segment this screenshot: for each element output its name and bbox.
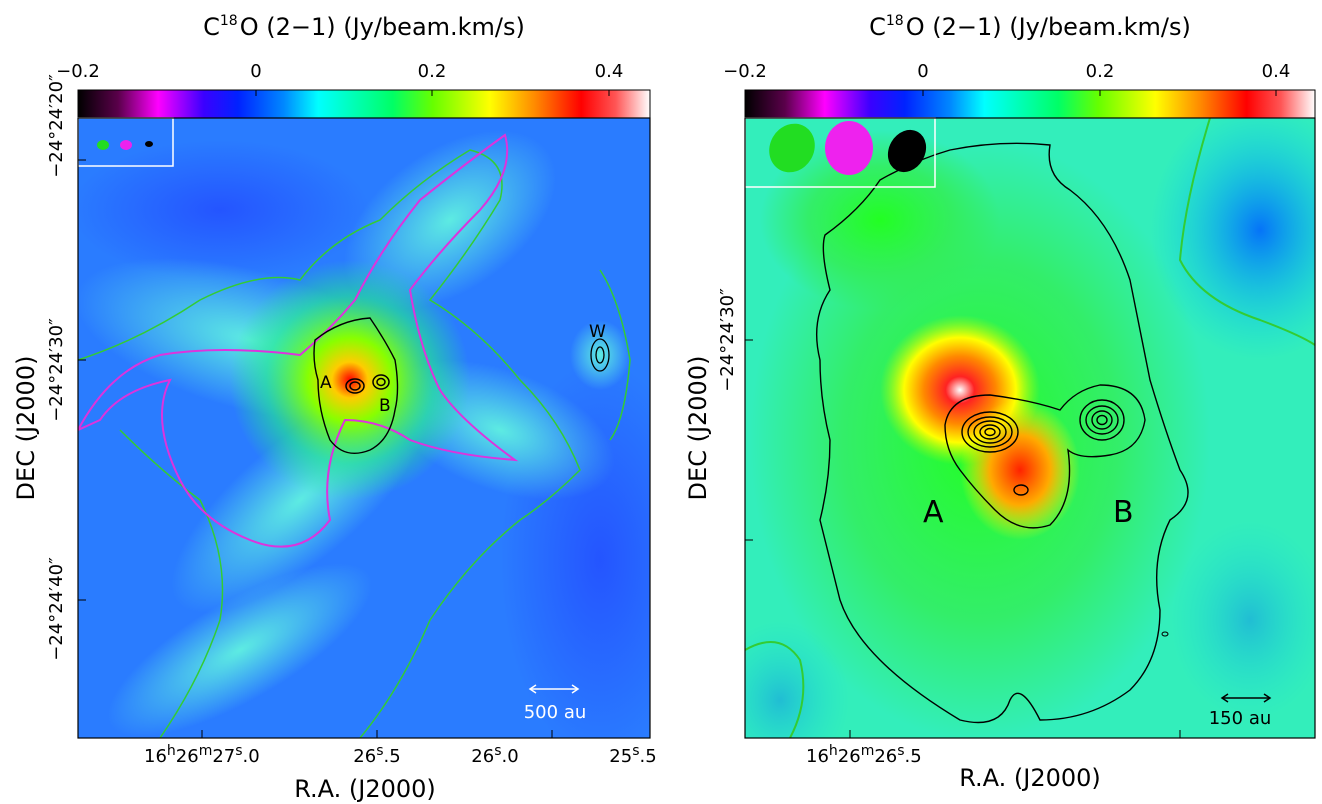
left-ra-ticklabels: 16h26m27s.0 26s.5 26s.0 25s.5 <box>144 743 657 767</box>
right-panel: C18O (2−1) (Jy/beam.km/s) −0.2 0 0.2 0.4 <box>684 13 1316 792</box>
right-dec-tick-label: −24°24′30″ <box>717 288 738 392</box>
left-green-contour <box>119 429 224 738</box>
right-cbar-tick-label: 0 <box>917 61 928 82</box>
left-source-b-contour <box>372 374 390 390</box>
right-small-contour <box>1013 484 1029 496</box>
left-title: C18O (2−1) (Jy/beam.km/s) <box>203 13 525 41</box>
right-dec-ticklabels: −24°24′30″ <box>717 288 738 392</box>
left-cbar-tick-label: 0.4 <box>595 61 624 82</box>
left-colorbar-ticks <box>255 90 610 96</box>
right-ra-tick-label: 16h26m26s.5 <box>806 743 922 767</box>
left-dec-ticklabels: −24°24′20″ −24°24′30″ −24°24′40″ <box>46 74 67 661</box>
right-beam-box <box>744 117 936 188</box>
right-beam-green <box>769 123 815 173</box>
right-source-a-contour <box>967 416 1013 448</box>
right-label-b: B <box>1113 495 1134 530</box>
right-green-contour <box>745 641 805 738</box>
right-contours <box>745 118 1315 738</box>
left-source-w-contour <box>595 346 605 364</box>
left-magenta-contour <box>78 133 519 548</box>
right-colorbar <box>744 89 1316 119</box>
left-green-contour <box>599 269 631 441</box>
left-scalebar <box>528 684 580 694</box>
right-image <box>745 118 1315 738</box>
left-green-contour <box>78 149 581 738</box>
left-black-contour <box>313 317 399 454</box>
right-cbar-tick-label: −0.2 <box>723 61 767 82</box>
left-label-a: A <box>320 373 332 393</box>
left-colorbar <box>77 89 651 119</box>
left-source-a-contour <box>345 378 365 394</box>
left-colorbar-labels: −0.2 0 0.2 0.4 <box>56 61 623 82</box>
right-frame <box>744 117 1316 739</box>
right-colorbar-ticks <box>922 90 1277 96</box>
right-scalebar <box>1220 693 1272 703</box>
right-scalebar-label: 150 au <box>1209 708 1272 729</box>
left-axis-ticks <box>78 159 553 738</box>
left-ra-tick-label: 25s.5 <box>609 743 656 767</box>
right-colorbar-labels: −0.2 0 0.2 0.4 <box>723 61 1290 82</box>
left-ylabel: DEC (J2000) <box>12 356 40 501</box>
left-dec-tick-label: −24°24′40″ <box>46 557 67 661</box>
right-beam-magenta <box>825 121 873 175</box>
left-xlabel: R.A. (J2000) <box>294 775 436 803</box>
right-small-contour <box>1161 631 1169 637</box>
left-ra-tick-label: 26s.0 <box>471 743 518 767</box>
right-source-b-contour <box>1079 399 1125 441</box>
left-image <box>78 118 650 738</box>
right-label-a: A <box>923 495 944 530</box>
right-green-contour <box>1178 118 1315 346</box>
left-label-w: W <box>589 322 606 342</box>
right-source-b-contour <box>1091 410 1113 430</box>
right-black-contour <box>944 384 1146 529</box>
left-source-b-contour <box>376 377 386 387</box>
right-ra-ticklabels: 16h26m26s.5 <box>806 743 922 767</box>
left-frame <box>77 117 651 739</box>
left-cbar-tick-label: 0.2 <box>418 61 447 82</box>
right-source-a-contour <box>984 427 996 437</box>
right-axis-ticks <box>745 339 1181 738</box>
right-cbar-tick-label: 0.2 <box>1086 61 1115 82</box>
left-contours <box>78 133 631 738</box>
left-cbar-tick-label: −0.2 <box>56 61 100 82</box>
right-beam-black <box>887 129 927 173</box>
left-scalebar-label: 500 au <box>524 702 587 723</box>
left-beam-magenta <box>120 140 132 150</box>
left-source-w-contour <box>590 338 610 372</box>
right-ylabel: DEC (J2000) <box>684 356 712 501</box>
right-xlabel: R.A. (J2000) <box>959 764 1101 792</box>
left-ra-tick-label: 16h26m27s.0 <box>144 743 260 767</box>
left-panel: C18O (2−1) (Jy/beam.km/s) −0.2 0 0.2 0.4 <box>12 13 657 803</box>
right-source-a-contour <box>973 420 1007 444</box>
left-dec-tick-label: −24°24′30″ <box>46 318 67 422</box>
left-beam-green <box>97 140 109 150</box>
right-source-b-contour <box>1085 405 1119 435</box>
left-dec-tick-label: −24°24′20″ <box>46 74 67 178</box>
right-black-contour <box>815 142 1189 724</box>
right-source-a-contour <box>961 411 1019 453</box>
left-ra-tick-label: 26s.5 <box>353 743 400 767</box>
left-cbar-tick-label: 0 <box>250 61 261 82</box>
right-source-b-contour <box>1096 414 1108 426</box>
right-title: C18O (2−1) (Jy/beam.km/s) <box>869 13 1191 41</box>
right-source-a-contour <box>979 424 1001 440</box>
right-cbar-tick-label: 0.4 <box>1262 61 1291 82</box>
left-label-b: B <box>379 396 391 416</box>
left-source-a-contour <box>349 381 361 391</box>
left-beam-black <box>145 141 153 147</box>
